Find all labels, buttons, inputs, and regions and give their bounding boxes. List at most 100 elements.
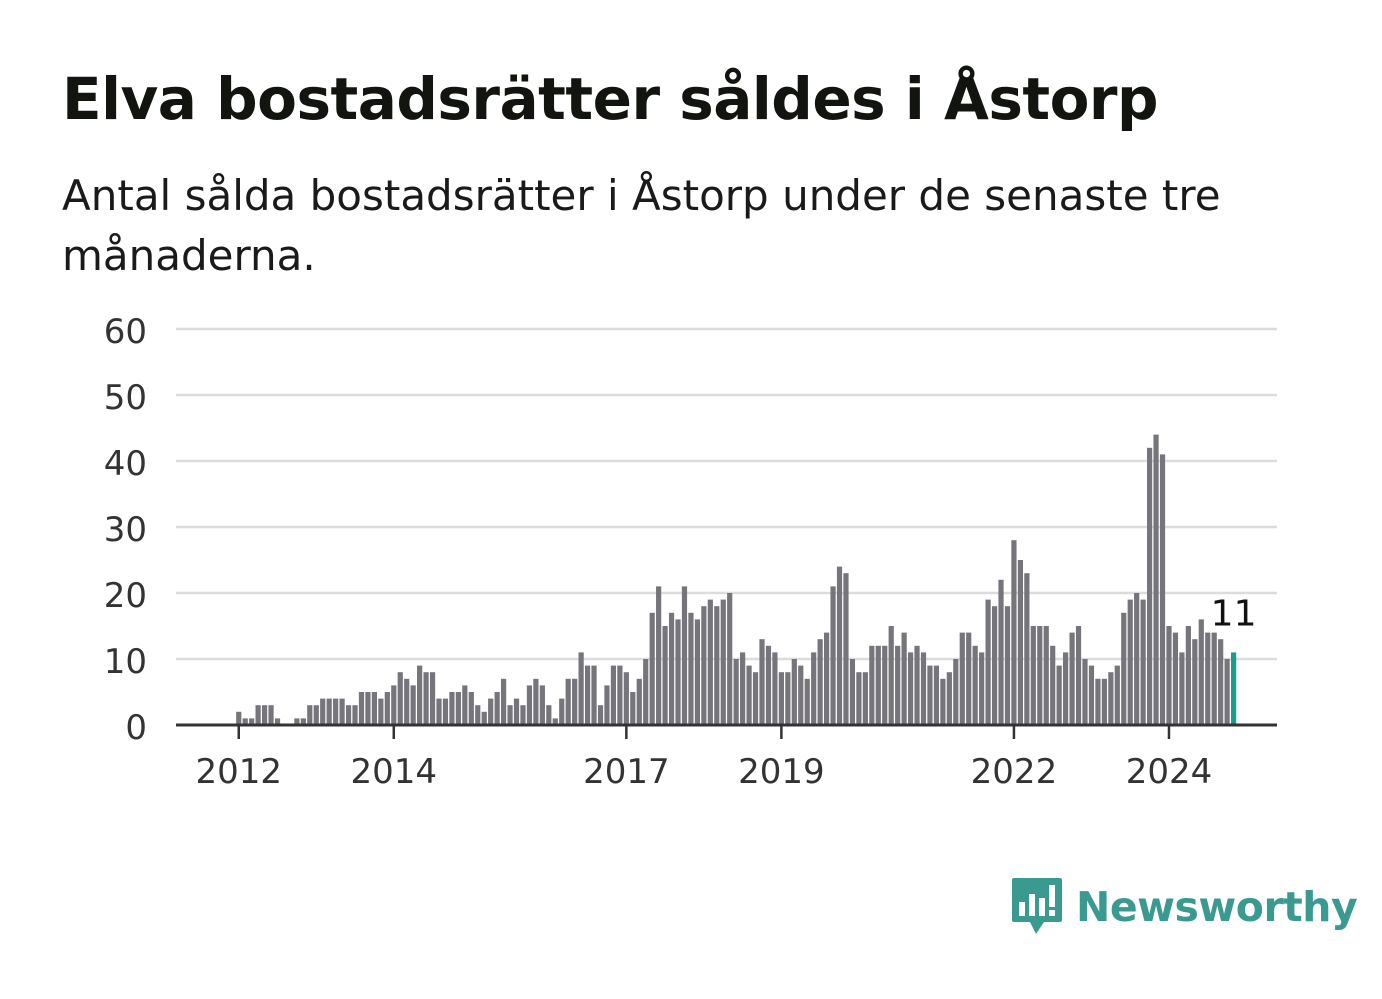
bar bbox=[429, 672, 436, 725]
bar bbox=[991, 606, 998, 725]
bar bbox=[501, 678, 507, 725]
bar bbox=[662, 626, 668, 725]
bar bbox=[946, 672, 952, 725]
x-axis: 2012 2014 2017 2019 2022 2024 bbox=[176, 723, 1277, 792]
x-tick-label: 2017 bbox=[583, 752, 670, 792]
bar bbox=[623, 672, 629, 725]
bar bbox=[772, 652, 778, 725]
x-tick-label: 2022 bbox=[971, 752, 1058, 792]
bar bbox=[507, 705, 513, 725]
bar bbox=[765, 645, 772, 725]
bar bbox=[417, 665, 423, 725]
bar bbox=[675, 619, 681, 725]
bar bbox=[811, 652, 817, 725]
bar bbox=[804, 678, 810, 725]
bar bbox=[746, 665, 752, 725]
bar bbox=[236, 711, 242, 725]
bar bbox=[391, 685, 397, 725]
bar bbox=[526, 685, 533, 725]
x-tick-label: 2024 bbox=[1126, 752, 1213, 792]
bar bbox=[352, 705, 358, 725]
bar bbox=[656, 586, 662, 725]
bar bbox=[1101, 678, 1107, 725]
bar bbox=[1030, 626, 1036, 725]
annotations: 11 bbox=[1211, 593, 1257, 634]
grid-lines bbox=[176, 327, 1277, 661]
bar bbox=[681, 586, 688, 725]
brand-name: Newsworthy bbox=[1076, 883, 1358, 931]
bar bbox=[300, 718, 306, 725]
bar bbox=[294, 718, 300, 725]
bar bbox=[630, 692, 636, 725]
bar bbox=[404, 678, 410, 725]
bar bbox=[843, 573, 849, 725]
y-tick-label: 50 bbox=[104, 378, 147, 418]
bar bbox=[468, 692, 474, 725]
bar bbox=[365, 692, 371, 725]
bar bbox=[1088, 665, 1095, 725]
bar bbox=[313, 705, 319, 725]
bar bbox=[1159, 454, 1166, 725]
bar bbox=[384, 692, 390, 725]
bar bbox=[907, 652, 914, 725]
bar bbox=[959, 632, 965, 725]
bar bbox=[578, 652, 584, 725]
bar bbox=[727, 593, 733, 725]
bar bbox=[688, 612, 694, 725]
bar bbox=[1198, 619, 1204, 725]
bar bbox=[572, 678, 578, 725]
bar bbox=[849, 659, 856, 725]
bar bbox=[643, 659, 649, 725]
bar bbox=[1153, 434, 1159, 725]
bar bbox=[345, 705, 352, 725]
bar bbox=[442, 698, 449, 725]
y-tick-label: 40 bbox=[104, 444, 147, 484]
bar bbox=[707, 599, 713, 725]
bar bbox=[1147, 447, 1153, 725]
bar bbox=[339, 698, 345, 725]
bar bbox=[546, 705, 552, 725]
bar bbox=[740, 652, 746, 725]
bar bbox=[1211, 632, 1217, 725]
bar bbox=[1050, 645, 1056, 725]
bar bbox=[914, 645, 920, 725]
bar bbox=[1043, 626, 1049, 725]
bar bbox=[940, 678, 946, 725]
bar bbox=[1095, 678, 1101, 725]
bar bbox=[714, 606, 720, 725]
highlight-bar bbox=[1230, 652, 1237, 725]
newsworthy-logo-icon bbox=[1012, 878, 1062, 934]
bar bbox=[242, 718, 248, 725]
bar bbox=[927, 665, 933, 725]
bar bbox=[1017, 560, 1023, 725]
bar bbox=[397, 672, 403, 725]
bar bbox=[604, 685, 610, 725]
bar bbox=[436, 698, 442, 725]
bar bbox=[597, 705, 604, 725]
bar bbox=[694, 619, 700, 725]
y-tick-label: 60 bbox=[104, 312, 147, 352]
bar bbox=[475, 705, 481, 725]
bar bbox=[333, 698, 339, 725]
bar bbox=[1114, 665, 1120, 725]
bar bbox=[481, 711, 487, 725]
bar bbox=[1056, 665, 1062, 725]
bar bbox=[888, 626, 894, 725]
bar bbox=[610, 665, 617, 725]
bar bbox=[966, 632, 972, 725]
bar bbox=[584, 665, 591, 725]
bar bbox=[824, 632, 830, 725]
bar bbox=[701, 606, 707, 725]
bar bbox=[985, 599, 991, 725]
bar bbox=[1069, 632, 1075, 725]
bar bbox=[979, 652, 985, 725]
bar bbox=[307, 705, 313, 725]
bar bbox=[1108, 672, 1114, 725]
bar bbox=[488, 698, 494, 725]
brand-logo: Newsworthy bbox=[1010, 876, 1358, 938]
bar bbox=[875, 645, 881, 725]
bar bbox=[1179, 652, 1185, 725]
bar bbox=[326, 698, 332, 725]
bar bbox=[752, 672, 759, 725]
bar bbox=[565, 678, 571, 725]
